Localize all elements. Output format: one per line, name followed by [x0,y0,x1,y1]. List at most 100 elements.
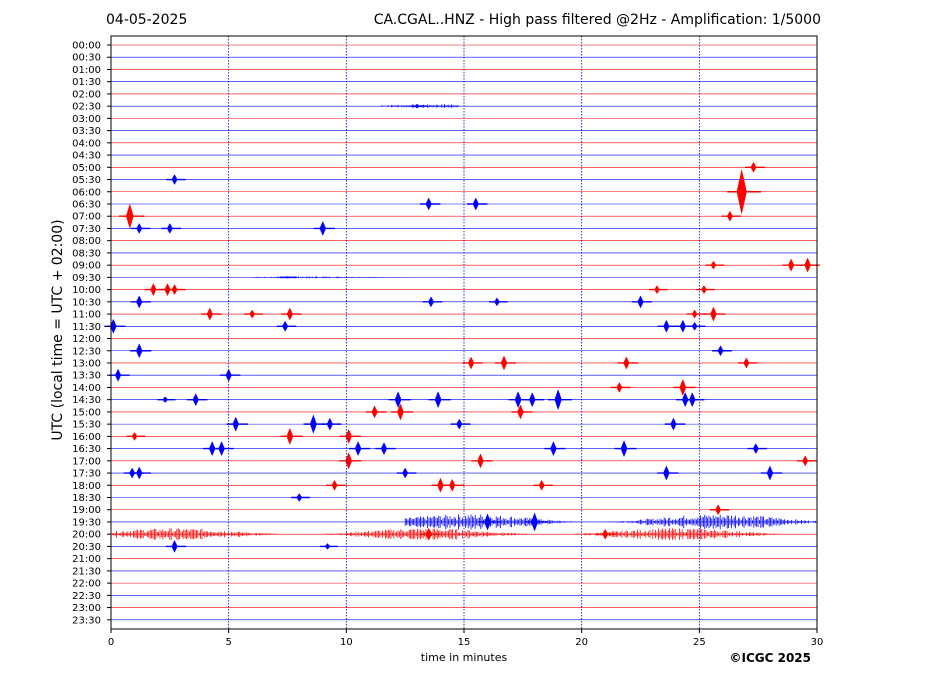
y-tick-label: 20:00 [72,530,101,541]
event-mark [523,392,545,408]
event-mark [212,441,234,457]
event-mark [219,368,241,382]
y-tick-label: 11:30 [72,322,101,333]
event-mark [161,223,182,234]
y-tick-label: 15:30 [72,420,101,431]
y-tick-label: 10:30 [72,297,101,308]
event-mark [683,392,705,408]
plot-frame [110,35,818,630]
y-tick-label: 09:30 [72,273,101,284]
event-mark [130,295,151,309]
event-mark [428,391,451,409]
y-tick-label: 02:30 [72,102,101,113]
y-tick-label: 19:00 [72,505,101,516]
x-tick-label: 20 [575,637,588,648]
event-mark [686,309,706,319]
event-mark [109,368,130,382]
event-mark [276,320,297,332]
event-mark [280,427,303,445]
y-tick-label: 03:30 [72,126,101,137]
event-mark [339,452,362,470]
y-tick-label: 23:30 [72,615,101,626]
event-mark [313,220,335,236]
event-mark [738,357,758,369]
event-mark [281,307,302,321]
y-tick-label: 21:30 [72,566,101,577]
event-mark [419,197,441,211]
y-tick-label: 09:00 [72,261,101,272]
event-mark [631,295,653,309]
event-mark [365,405,387,419]
x-tick-label: 10 [340,637,353,648]
event-mark [390,403,414,421]
event-mark [704,306,726,322]
event-mark [388,391,411,409]
y-tick-label: 16:00 [72,432,101,443]
event-mark [547,389,572,411]
y-tick-label: 06:30 [72,199,101,210]
event-mark [118,203,145,229]
event-mark [760,465,783,481]
event-mark [396,467,417,479]
y-tick-label: 08:30 [72,248,101,259]
y-tick-label: 22:00 [72,579,101,590]
event-mark [244,309,263,319]
event-mark [157,396,176,403]
y-tick-label: 13:30 [72,371,101,382]
x-tick-label: 15 [458,637,471,648]
event-mark [375,442,396,456]
x-tick-label: 5 [225,637,231,648]
event-mark [126,432,146,441]
y-tick-label: 08:00 [72,236,101,247]
y-tick-label: 12:00 [72,334,101,345]
event-mark [648,285,668,294]
event-mark [226,416,248,432]
date-label: 04-05-2025 [106,12,188,28]
event-mark [721,210,742,222]
y-tick-label: 00:30 [72,53,101,64]
event-mark [404,513,818,531]
y-tick-label: 02:00 [72,89,101,100]
event-mark [462,356,483,370]
y-tick-label: 04:00 [72,138,101,149]
event-mark [326,479,346,491]
y-tick-label: 14:00 [72,383,101,394]
event-mark [166,284,186,296]
event-mark [443,478,464,492]
y-tick-label: 17:00 [72,456,101,467]
y-tick-label: 01:00 [72,65,101,76]
y-tick-label: 07:30 [72,224,101,235]
y-tick-label: 23:00 [72,603,101,614]
event-mark [348,441,371,457]
x-tick-label: 0 [108,637,114,648]
event-mark [727,169,762,214]
event-mark [251,276,406,279]
event-mark [381,103,459,109]
event-mark [494,355,517,371]
x-tick-label: 25 [693,637,706,648]
y-tick-label: 12:30 [72,346,101,357]
event-mark [165,539,187,553]
event-mark [201,307,222,321]
y-tick-label: 17:30 [72,469,101,480]
chart-title: CA.CGAL..HNZ - High pass filtered @2Hz -… [373,12,821,28]
y-tick-label: 13:00 [72,358,101,369]
event-mark [617,356,639,370]
event-mark [130,343,152,359]
event-mark [321,417,342,431]
y-tick-label: 03:00 [72,114,101,125]
event-mark [450,418,471,430]
y-tick-label: 00:00 [72,41,101,52]
event-mark [319,543,338,550]
y-tick-label: 07:00 [72,212,101,223]
y-tick-label: 22:30 [72,591,101,602]
event-mark [657,465,679,481]
y-tick-label: 10:00 [72,285,101,296]
event-mark [747,443,768,454]
event-mark [130,466,151,480]
event-mark [745,161,765,173]
event-mark [673,378,696,396]
event-mark [796,455,817,467]
y-tick-label: 01:30 [72,77,101,88]
